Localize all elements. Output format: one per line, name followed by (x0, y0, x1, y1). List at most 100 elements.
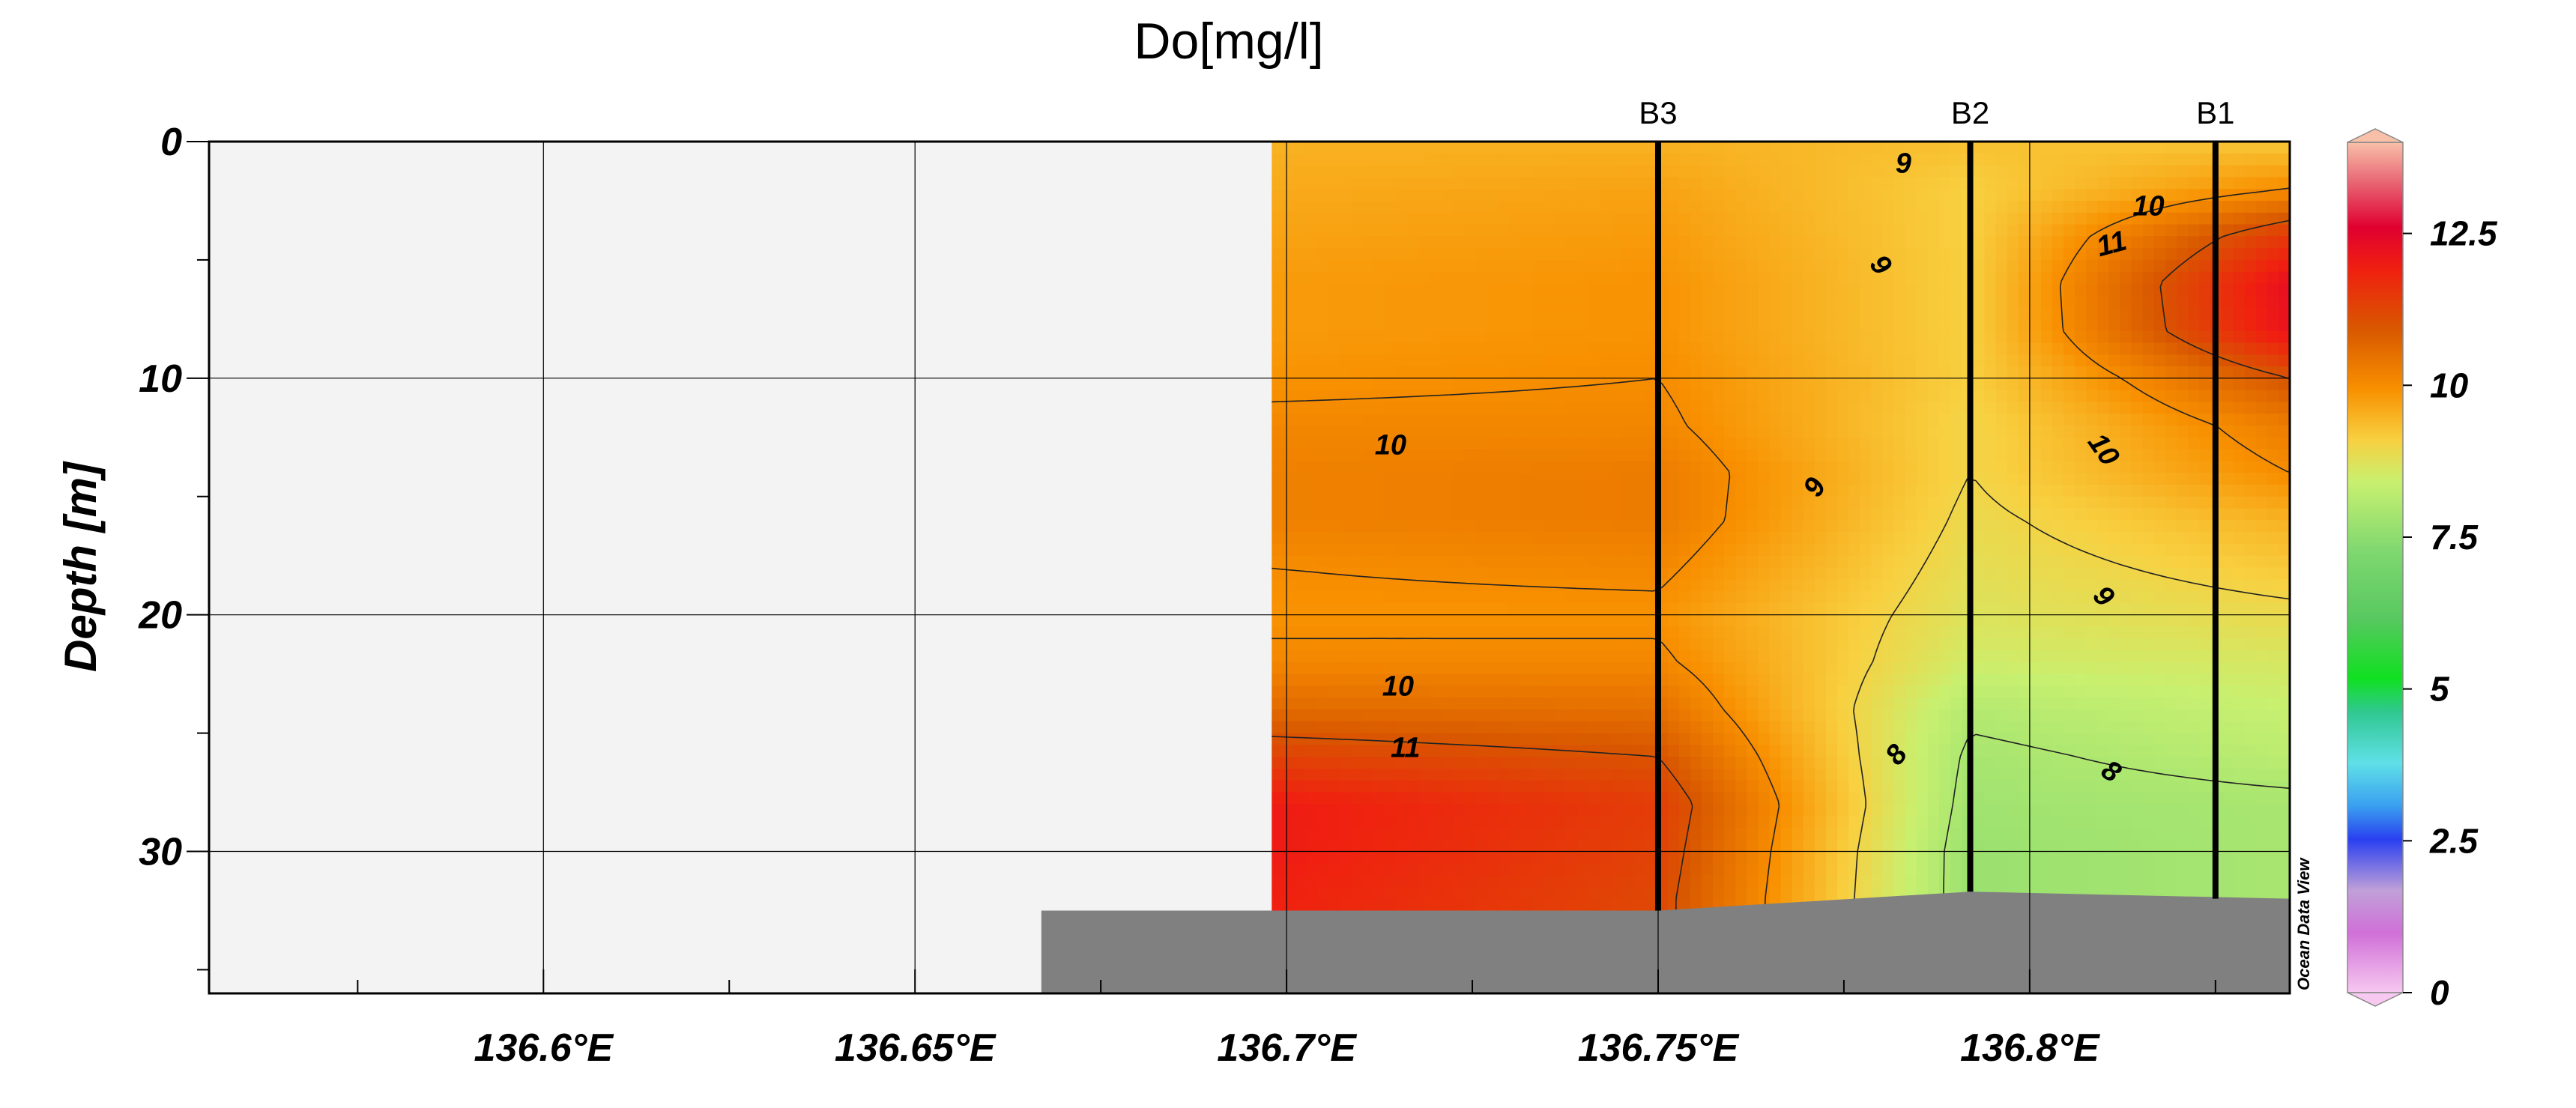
field-cell (1373, 165, 1386, 178)
field-cell (1735, 780, 1748, 793)
field-cell (2018, 579, 2031, 593)
field-cell (1814, 485, 1827, 497)
field-cell (2040, 816, 2053, 829)
field-cell (1487, 614, 1499, 628)
field-cell (1848, 662, 1861, 675)
field-cell (2108, 721, 2121, 734)
field-cell (1713, 579, 1726, 593)
field-cell (1520, 626, 1533, 640)
field-cell (1848, 733, 1861, 746)
field-cell (1826, 330, 1839, 344)
field-cell (1350, 390, 1363, 403)
field-cell (1565, 780, 1578, 793)
field-cell (1339, 567, 1352, 581)
field-cell (1418, 283, 1431, 297)
field-cell (1283, 390, 1295, 403)
field-cell (1814, 685, 1827, 699)
field-cell (2120, 449, 2132, 462)
field-cell (1803, 839, 1815, 853)
field-cell (1645, 757, 1657, 769)
field-cell (1373, 449, 1386, 462)
field-cell (1396, 662, 1409, 675)
field-cell (1272, 414, 1284, 426)
field-cell (1362, 307, 1375, 320)
field-cell (1758, 769, 1771, 781)
field-cell (1713, 804, 1726, 817)
field-cell (1939, 449, 1952, 462)
field-cell (2040, 236, 2053, 249)
field-cell (1328, 177, 1340, 190)
field-cell (1463, 827, 1476, 841)
field-cell (1803, 650, 1815, 663)
field-cell (1396, 875, 1409, 888)
field-cell (1871, 189, 1884, 202)
field-cell (1532, 485, 1544, 497)
field-cell (1690, 626, 1702, 640)
field-cell (2120, 579, 2132, 593)
field-cell (1633, 591, 1646, 604)
field-cell (1350, 532, 1363, 545)
field-cell (2007, 673, 2019, 687)
field-cell (1385, 567, 1397, 581)
field-cell (1882, 745, 1895, 758)
field-cell (1927, 248, 1940, 261)
field-cell (1848, 259, 1861, 273)
field-cell (1487, 697, 1499, 710)
field-cell (1396, 555, 1409, 569)
field-cell (1622, 697, 1635, 710)
field-cell (1576, 402, 1589, 415)
field-cell (1475, 769, 1488, 781)
field-cell (1927, 153, 1940, 166)
field-cell (1396, 780, 1409, 793)
field-cell (1837, 769, 1850, 781)
field-cell (1294, 189, 1307, 202)
field-cell (2120, 318, 2132, 332)
field-cell (1441, 307, 1454, 320)
field-cell (1554, 543, 1567, 557)
field-cell (1803, 307, 1815, 320)
field-cell (1690, 142, 1702, 154)
field-cell (1509, 875, 1522, 888)
field-cell (1747, 508, 1759, 521)
field-cell (1328, 638, 1340, 652)
field-cell (1735, 366, 1748, 379)
field-cell (1498, 780, 1511, 793)
field-cell (1927, 496, 1940, 509)
field-cell (1758, 721, 1771, 734)
field-cell (1713, 496, 1726, 509)
field-cell (1622, 769, 1635, 781)
field-cell (1362, 461, 1375, 474)
field-cell (1769, 165, 1782, 178)
field-cell (1441, 259, 1454, 273)
field-cell (1837, 745, 1850, 758)
field-cell (1396, 189, 1409, 202)
field-cell (1294, 757, 1307, 769)
field-cell (1487, 898, 1499, 912)
field-cell (2018, 342, 2031, 356)
field-cell (1701, 449, 1714, 462)
field-cell (1633, 673, 1646, 687)
field-cell (1826, 473, 1839, 485)
field-cell (1396, 366, 1409, 379)
field-cell (1792, 153, 1804, 166)
field-cell (1939, 591, 1952, 604)
field-cell (1792, 769, 1804, 781)
field-cell (2018, 567, 2031, 581)
field-cell (1418, 330, 1431, 344)
field-cell (1305, 769, 1318, 781)
field-cell (1543, 614, 1555, 628)
field-cell (1475, 886, 1488, 900)
field-cell (1611, 473, 1624, 485)
field-cell (2052, 697, 2065, 710)
field-cell (1554, 780, 1567, 793)
field-cell (1633, 650, 1646, 663)
field-cell (1294, 283, 1307, 297)
field-cell (1848, 437, 1861, 450)
field-cell (2040, 224, 2053, 237)
field-cell (1701, 626, 1714, 640)
field-cell (1272, 189, 1284, 202)
field-cell (1475, 508, 1488, 521)
field-cell (1747, 662, 1759, 675)
field-cell (1803, 318, 1815, 332)
field-cell (1747, 366, 1759, 379)
